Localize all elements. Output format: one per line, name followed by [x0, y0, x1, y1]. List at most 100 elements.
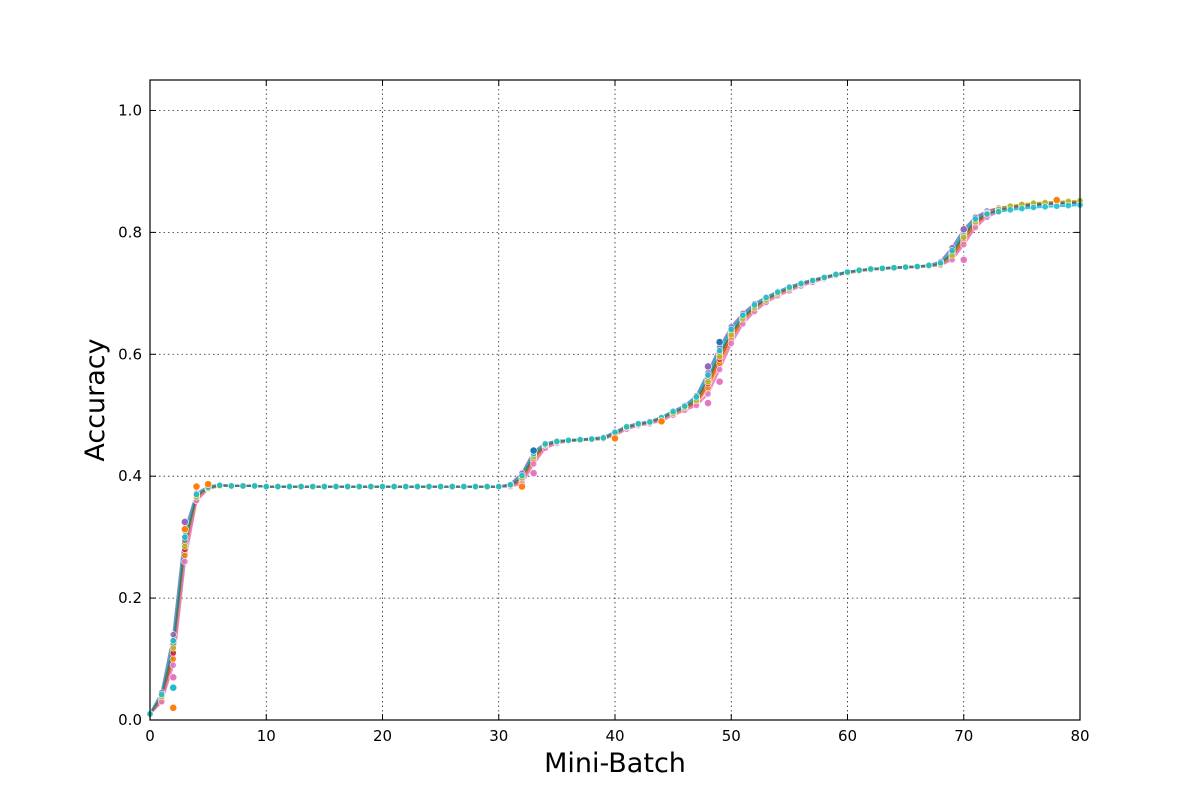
data-point	[936, 259, 944, 267]
outlier-point	[180, 518, 189, 526]
outlier-point	[657, 417, 666, 426]
data-point	[681, 402, 689, 410]
y-tick-label: 0.8	[118, 223, 142, 241]
data-point	[576, 436, 584, 444]
data-point	[971, 215, 979, 223]
data-point	[251, 482, 259, 490]
data-point	[367, 483, 375, 491]
data-point	[902, 263, 910, 271]
data-point	[716, 366, 724, 374]
x-tick-label: 30	[489, 727, 508, 745]
outlier-point	[518, 482, 526, 491]
outlier-point	[715, 338, 724, 346]
data-point	[518, 472, 526, 480]
data-point	[239, 482, 247, 490]
data-point	[623, 423, 631, 431]
data-point	[785, 283, 793, 291]
data-point	[402, 483, 410, 491]
outlier-point	[959, 255, 968, 264]
outlier-point	[704, 399, 712, 407]
data-point	[704, 390, 712, 398]
data-point	[983, 210, 991, 218]
data-point	[181, 542, 189, 550]
outlier-point	[169, 683, 178, 692]
data-point	[820, 273, 828, 281]
data-point	[169, 637, 177, 645]
outlier-point	[180, 525, 189, 534]
data-point	[483, 483, 491, 491]
data-point	[495, 483, 503, 491]
y-tick-label: 0.4	[118, 467, 142, 485]
data-point	[355, 483, 363, 491]
data-point	[262, 483, 270, 491]
data-point	[669, 408, 677, 416]
y-tick-label: 0.2	[118, 589, 142, 607]
data-point	[809, 277, 817, 285]
data-point	[297, 483, 305, 491]
data-point	[169, 644, 177, 652]
data-point	[413, 483, 421, 491]
outlier-point	[1052, 196, 1061, 204]
outlier-point	[204, 480, 213, 489]
data-point	[320, 483, 328, 491]
data-point	[1064, 202, 1072, 210]
y-tick-label: 0.0	[118, 711, 142, 729]
data-point	[599, 434, 607, 442]
data-point	[541, 440, 549, 448]
data-point	[227, 482, 235, 490]
outlier-point	[169, 703, 178, 712]
data-point	[181, 551, 189, 559]
y-tick-label: 0.6	[118, 345, 142, 363]
data-point	[913, 263, 921, 271]
data-point	[378, 483, 386, 491]
series-group	[149, 199, 1081, 715]
data-point	[704, 378, 712, 386]
outlier-point	[529, 469, 538, 478]
data-point	[774, 288, 782, 296]
x-tick-label: 40	[605, 727, 624, 745]
data-point	[344, 483, 352, 491]
data-point	[867, 265, 875, 273]
data-point	[448, 483, 456, 491]
data-point	[797, 280, 805, 288]
outlier-point	[715, 377, 724, 386]
data-point	[646, 418, 654, 426]
y-tick-label: 1.0	[118, 101, 142, 119]
data-point	[437, 483, 445, 491]
data-point	[948, 247, 956, 255]
data-point	[716, 353, 724, 361]
outlier-point	[611, 434, 619, 443]
data-point	[634, 420, 642, 428]
grid	[150, 80, 1080, 720]
data-point	[158, 690, 166, 698]
data-point	[1041, 203, 1049, 211]
data-point	[1030, 203, 1038, 211]
data-point	[506, 481, 514, 489]
data-point	[390, 483, 398, 491]
outlier-point	[959, 225, 968, 234]
data-point	[274, 483, 282, 491]
data-point	[960, 241, 968, 249]
data-point	[995, 208, 1003, 216]
data-point	[588, 435, 596, 443]
x-axis-label: Mini-Batch	[544, 748, 686, 779]
data-point	[960, 233, 968, 241]
data-point	[692, 393, 700, 401]
data-point	[471, 483, 479, 491]
x-tick-label: 80	[1070, 727, 1089, 745]
x-tick-label: 70	[954, 727, 973, 745]
x-tick-label: 0	[145, 727, 155, 745]
marker-group	[146, 196, 1084, 718]
series-line	[149, 199, 1081, 715]
data-point	[181, 533, 189, 541]
data-point	[216, 481, 224, 489]
data-point	[530, 460, 538, 468]
data-point	[169, 661, 177, 669]
data-point	[832, 270, 840, 278]
outlier-point	[169, 673, 178, 682]
data-point	[750, 301, 758, 309]
data-point	[564, 436, 572, 444]
data-point	[716, 347, 724, 355]
data-point	[553, 437, 561, 445]
